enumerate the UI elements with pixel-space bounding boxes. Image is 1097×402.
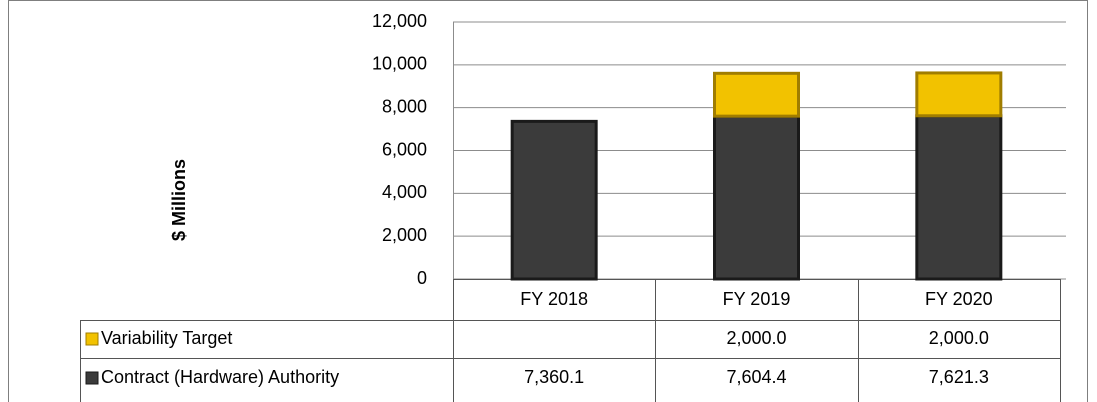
y-tick-label: 0 <box>417 268 427 288</box>
bar-segment <box>713 114 800 281</box>
table-value: 7,360.1 <box>524 367 584 387</box>
legend-swatch <box>85 371 99 385</box>
x-tick-label: FY 2018 <box>520 289 588 309</box>
table-value: 2,000.0 <box>929 328 989 348</box>
bar-segment <box>915 71 1003 118</box>
y-axis-label: $ Millions <box>169 159 189 241</box>
y-tick-label: 6,000 <box>382 139 427 159</box>
legend-label: Variability Target <box>101 328 232 348</box>
bar-segment <box>915 114 1003 281</box>
table-value: 7,604.4 <box>726 367 786 387</box>
legend-swatch <box>85 332 99 346</box>
bar-segment <box>510 119 598 281</box>
y-tick-label: 2,000 <box>382 225 427 245</box>
bar-segment <box>713 71 800 118</box>
y-tick-label: 12,000 <box>372 11 427 31</box>
table-value: 2,000.0 <box>726 328 786 348</box>
legend-label: Contract (Hardware) Authority <box>101 367 339 387</box>
table-value: 7,621.3 <box>929 367 989 387</box>
x-tick-label: FY 2020 <box>925 289 993 309</box>
y-tick-label: 8,000 <box>382 96 427 116</box>
y-tick-label: 10,000 <box>372 54 427 74</box>
y-tick-label: 4,000 <box>382 182 427 202</box>
x-tick-label: FY 2019 <box>723 289 791 309</box>
